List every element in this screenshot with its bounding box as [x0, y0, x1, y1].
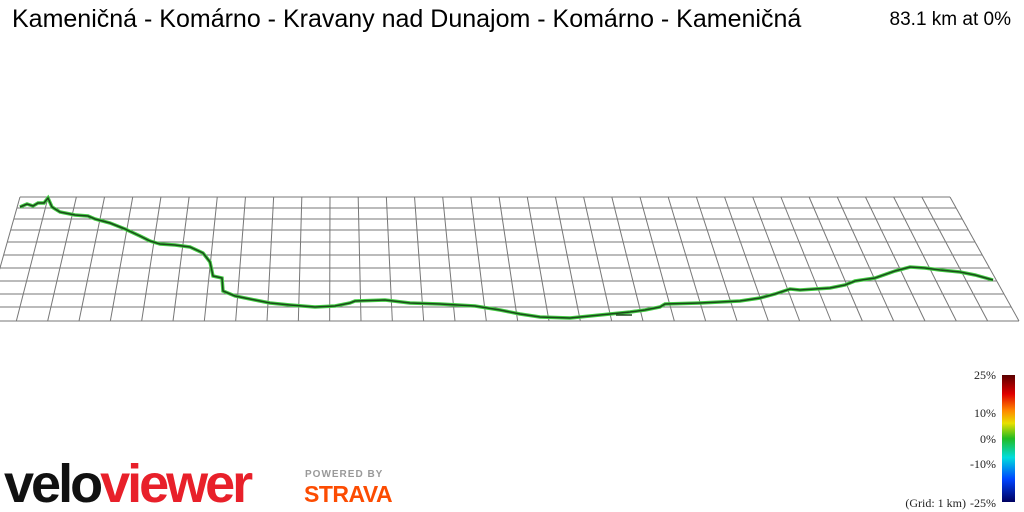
title: Kameničná - Komárno - Kravany nad Dunajo… — [12, 5, 801, 33]
strava: STRAVA — [304, 481, 392, 507]
powered-by: POWERED BY — [305, 469, 383, 480]
legend-label: -25% — [970, 496, 996, 510]
grid-line — [172, 196, 190, 322]
grid-line — [893, 196, 957, 322]
grid-line — [203, 196, 218, 322]
grid-line — [667, 196, 707, 322]
grid-line — [780, 196, 832, 322]
gradient-scale — [1002, 375, 1015, 502]
grid-line — [414, 196, 425, 322]
grid-line — [752, 196, 801, 322]
grid-line — [611, 196, 644, 322]
grid-line — [836, 196, 895, 322]
grid-line — [109, 196, 134, 322]
grid-line — [865, 196, 926, 322]
logo: veloviewer — [4, 454, 253, 512]
legend-label: 0% — [980, 432, 996, 446]
legend-label: 25% — [974, 368, 996, 382]
grid-line — [639, 196, 675, 322]
distance: 83.1 km at 0% — [890, 9, 1012, 30]
grid-line — [15, 196, 49, 322]
grid-line — [583, 196, 613, 322]
grid-line — [949, 196, 1020, 322]
grid-line — [724, 196, 769, 322]
grid-line — [0, 196, 21, 270]
grid-line — [470, 196, 487, 322]
route — [19, 196, 994, 319]
logo-viewer: viewer — [100, 454, 253, 512]
grid-line — [78, 196, 106, 322]
grid-line — [235, 196, 246, 322]
legend-label: 10% — [974, 406, 996, 420]
grid-note: (Grid: 1 km) — [905, 496, 966, 510]
grid-line — [297, 196, 303, 322]
logo-velo: velo — [4, 454, 101, 512]
grid-line — [47, 196, 77, 322]
grid-line — [141, 196, 162, 322]
grid-line — [442, 196, 456, 322]
grid-line — [554, 196, 581, 322]
grid-line — [808, 196, 863, 322]
grid-line — [266, 196, 275, 322]
grid — [0, 196, 1020, 322]
grid-line — [526, 196, 550, 322]
route-shadow — [19, 194, 994, 320]
grid-line — [498, 196, 519, 322]
legend-label: -10% — [970, 457, 996, 471]
grid-line — [921, 196, 989, 322]
